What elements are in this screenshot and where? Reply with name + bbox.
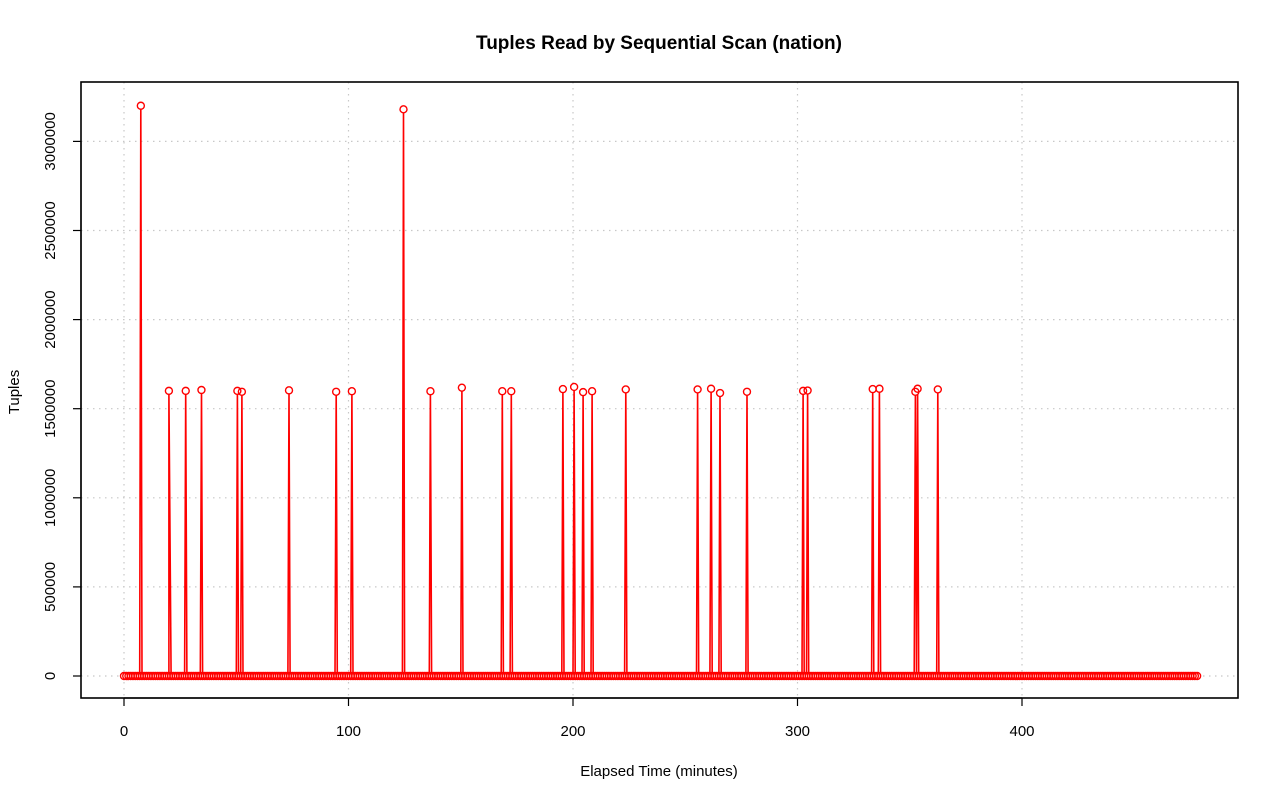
data-point-gap [458,384,466,392]
data-point-peak [347,387,357,396]
data-point-gap [426,387,434,395]
data-point-gap [743,388,751,396]
data-point-gap [934,385,942,393]
data-point-gap [579,388,587,396]
data-point-gap [707,385,715,393]
data-point-peak [706,384,716,393]
y-axis: 0 500000 1000000 1500000 2000000 2500000 30000… [42,112,82,680]
data-point-peak [558,384,568,394]
data-point-peak [875,384,884,393]
data-point-gap [694,385,702,393]
data-point-peak [715,388,725,398]
y-tick-label: 0 [42,672,59,680]
data-point-peak [498,387,507,396]
data-series [119,101,1202,681]
data-point-peak [181,386,190,396]
data-point-peak [457,383,467,392]
data-point-peak [426,387,435,396]
data-point-gap [869,385,877,393]
chart-title: Tuples Read by Sequential Scan (nation) [476,33,842,54]
data-point-gap [498,387,506,395]
data-point-gap [716,389,724,397]
data-point-peak [507,387,516,396]
data-point-gap [197,386,205,394]
data-point-peak [331,387,341,396]
data-point-peak [621,385,630,394]
data-point-peak [233,386,242,396]
y-tick-label: 2500000 [42,201,59,259]
data-point-gap [137,102,145,110]
grid [81,82,1238,698]
data-point-peak [136,101,146,110]
y-tick-label: 1500000 [42,379,59,437]
y-axis-label: Tuples [6,370,23,414]
x-tick-label: 200 [560,723,585,740]
x-tick-label: 0 [120,723,128,740]
data-point-gap [622,385,630,393]
y-tick-label: 2000000 [42,290,59,348]
x-tick-label: 300 [785,723,810,740]
data-point [1192,671,1202,681]
data-point-gap [588,387,596,395]
data-point-peak [237,387,247,396]
x-axis: 0 100 200 300 400 [120,697,1035,740]
data-point-gap [400,105,408,113]
data-point-gap [570,383,578,391]
data-point-peak [742,387,752,396]
data-point-peak [933,385,943,394]
data-point-gap [285,386,293,394]
data-point-gap [507,387,515,395]
data-point-peak [399,105,408,114]
data-point-peak [569,382,579,392]
data-point-gap [348,387,356,395]
y-tick-label: 3000000 [42,112,59,170]
data-point-peak [587,387,597,396]
data-point-peak [798,386,808,396]
data-point-peak [197,385,206,395]
data-point-gap [182,387,190,395]
y-tick-label: 500000 [42,562,59,612]
x-axis-label: Elapsed Time (minutes) [580,763,738,780]
data-point-peak [578,387,588,397]
data-point-gap [559,385,567,393]
data-point-peak [913,384,922,393]
data-point-gap [165,387,173,395]
data-point-peak [284,386,294,395]
plot-frame [80,81,1239,699]
data-point-gap [875,385,883,393]
y-tick-label: 1000000 [42,469,59,527]
x-tick-label: 400 [1009,723,1034,740]
data-point-peak [803,386,812,395]
data-point-peak [164,386,174,396]
x-tick-label: 100 [336,723,361,740]
data-point-peak [693,385,702,394]
data-point-gap [332,388,340,396]
